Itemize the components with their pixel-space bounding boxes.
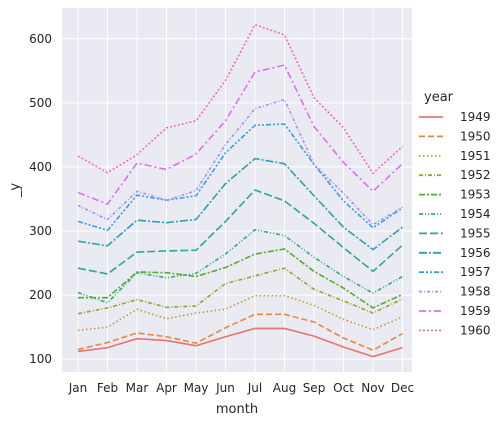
y-tick-label: 400 bbox=[29, 160, 52, 174]
legend-label-1955: 1955 bbox=[460, 226, 491, 240]
legend-label-1956: 1956 bbox=[460, 246, 491, 260]
legend-label-1952: 1952 bbox=[460, 168, 491, 182]
x-tick-label: Mar bbox=[126, 381, 149, 395]
legend-label-1949: 1949 bbox=[460, 110, 491, 124]
y-tick-label: 200 bbox=[29, 288, 52, 302]
y-axis-label: _y bbox=[8, 183, 23, 199]
x-tick-label: Nov bbox=[361, 381, 384, 395]
y-tick-label: 100 bbox=[29, 352, 52, 366]
legend-label-1960: 1960 bbox=[460, 323, 491, 337]
legend-title: year bbox=[424, 90, 454, 105]
x-tick-label: Jun bbox=[215, 381, 235, 395]
legend-label-1950: 1950 bbox=[460, 129, 491, 143]
x-tick-label: Sep bbox=[303, 381, 326, 395]
x-tick-labels: Jan Feb Mar Apr May Jun Jul Aug Sep Oct Nov Dec bbox=[68, 381, 414, 395]
x-tick-label: Aug bbox=[273, 381, 296, 395]
y-tick-label: 500 bbox=[29, 96, 52, 110]
x-tick-label: Apr bbox=[156, 381, 177, 395]
x-tick-label: Oct bbox=[333, 381, 354, 395]
x-tick-label: Jan bbox=[68, 381, 88, 395]
legend-label-1954: 1954 bbox=[460, 207, 491, 221]
x-tick-label: Feb bbox=[97, 381, 118, 395]
legend-label-1953: 1953 bbox=[460, 188, 491, 202]
x-tick-label: Jul bbox=[247, 381, 262, 395]
legend-label-1958: 1958 bbox=[460, 285, 491, 299]
y-tick-label: 300 bbox=[29, 224, 52, 238]
x-axis-label: month bbox=[216, 402, 258, 417]
legend-label-1957: 1957 bbox=[460, 265, 491, 279]
x-tick-label: Dec bbox=[391, 381, 414, 395]
y-tick-label: 600 bbox=[29, 32, 52, 46]
x-tick-label: May bbox=[184, 381, 209, 395]
legend-label-1959: 1959 bbox=[460, 304, 491, 318]
legend: year 1949 1950 1951 1952 1953 1954 1955 1956 195… bbox=[419, 90, 491, 337]
y-tick-labels: 100 200 300 400 500 600 bbox=[29, 32, 52, 366]
legend-label-1951: 1951 bbox=[460, 149, 491, 163]
plot-background bbox=[62, 8, 412, 372]
